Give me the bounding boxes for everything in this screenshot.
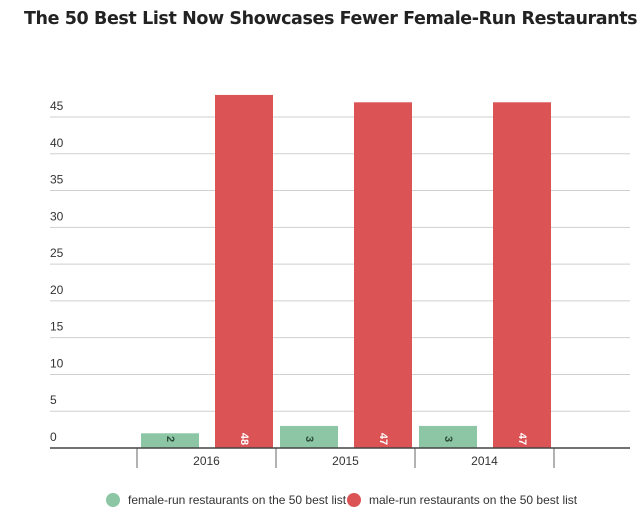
data-label: 47 (516, 433, 528, 445)
data-label: 48 (238, 433, 250, 445)
y-tick-label: 20 (50, 283, 64, 297)
y-tick-label: 10 (50, 356, 64, 370)
y-tick-label: 5 (50, 393, 57, 407)
y-tick-label: 35 (50, 173, 64, 187)
bar (280, 425, 338, 448)
data-label: 47 (377, 433, 389, 445)
y-tick-label: 30 (50, 209, 64, 223)
bar (141, 433, 199, 448)
y-tick-label: 45 (50, 99, 64, 113)
legend-label: female-run restaurants on the 50 best li… (128, 493, 347, 507)
y-tick-label: 15 (50, 320, 64, 334)
x-tick-label: 2015 (332, 454, 359, 468)
data-label: 3 (303, 436, 315, 442)
data-label: 3 (442, 436, 454, 442)
chart-title: The 50 Best List Now Showcases Fewer Fem… (24, 9, 638, 29)
x-tick-label: 2016 (193, 454, 220, 468)
x-tick-label: 2014 (471, 454, 498, 468)
bar (354, 102, 412, 449)
y-tick-label: 25 (50, 246, 64, 260)
data-label: 2 (164, 436, 176, 442)
legend-swatch (347, 493, 361, 507)
bar (419, 425, 477, 448)
y-tick-label: 0 (50, 430, 57, 444)
legend-label: male-run restaurants on the 50 best list (369, 493, 578, 507)
bar (215, 94, 273, 448)
y-tick-label: 40 (50, 136, 64, 150)
bar (493, 102, 551, 449)
legend-swatch (106, 493, 120, 507)
